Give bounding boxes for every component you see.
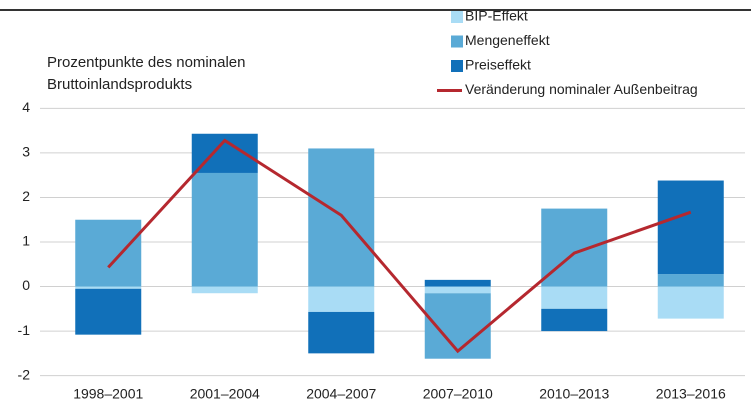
- bar-segment: [541, 286, 608, 309]
- x-tick-label: 2007–2010: [423, 386, 493, 402]
- legend-swatch: [451, 60, 463, 72]
- bar-segment: [191, 286, 258, 294]
- y-axis-label: Prozentpunkte des nominalen Bruttoinland…: [47, 54, 246, 93]
- y-tick-label: 2: [22, 188, 30, 204]
- bar-segment: [424, 286, 491, 294]
- legend-label: Mengeneffekt: [465, 32, 550, 48]
- bar-segment: [541, 208, 608, 287]
- line-series: [107, 138, 692, 354]
- x-tick-label: 1998–2001: [73, 386, 143, 402]
- x-tick-label: 2004–2007: [306, 386, 376, 402]
- bar-segment: [657, 274, 724, 287]
- legend-label: Preiseffekt: [465, 57, 531, 73]
- x-tick-label: 2001–2004: [190, 386, 260, 402]
- bar-segment: [308, 311, 375, 354]
- y-tick-label: 4: [22, 99, 30, 115]
- legend-label: Veränderung nominaler Außenbeitrag: [465, 81, 698, 97]
- y-tick-label: 1: [22, 233, 30, 249]
- legend-swatch: [451, 11, 463, 23]
- y-tick-label: -1: [18, 322, 31, 338]
- legend-label: BIP-Effekt: [465, 8, 528, 24]
- y-tick-label: 0: [22, 277, 30, 293]
- bar-segment: [541, 308, 608, 332]
- x-tick-label: 2010–2013: [539, 386, 609, 402]
- x-tick-label: 2013–2016: [656, 386, 726, 402]
- bar-segment: [657, 180, 724, 275]
- legend-swatch: [451, 35, 463, 48]
- bar-segment: [75, 219, 142, 287]
- bar-segment: [308, 286, 375, 312]
- bar-segment: [657, 286, 724, 319]
- bar-segment: [424, 279, 491, 287]
- bar-segment: [191, 172, 258, 287]
- bar-segment: [75, 288, 142, 335]
- y-tick-label: -2: [18, 366, 31, 382]
- y-tick-label: 3: [22, 144, 30, 160]
- bar-segment: [75, 286, 142, 289]
